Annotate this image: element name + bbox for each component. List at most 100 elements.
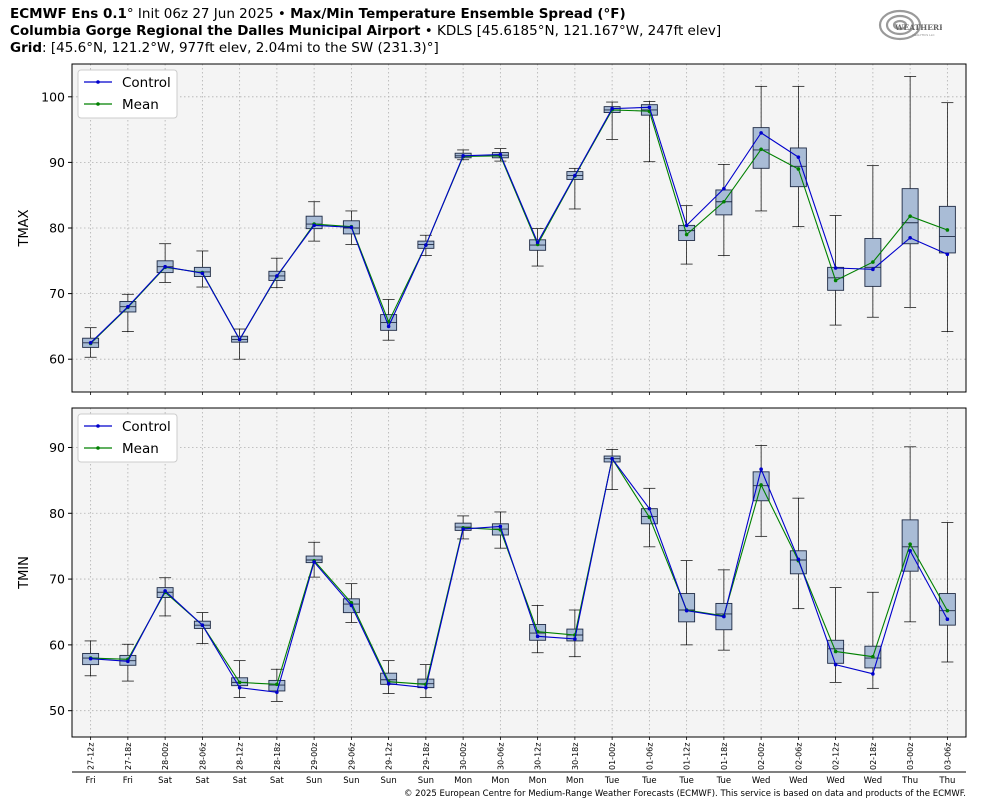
series-point-control bbox=[461, 154, 465, 158]
series-point-mean bbox=[647, 515, 652, 520]
series-point-control bbox=[945, 617, 950, 622]
series-point-mean bbox=[759, 147, 763, 152]
series-point-control bbox=[833, 266, 838, 270]
x-tick-label: 30-06z bbox=[496, 743, 505, 770]
x-day-label: Thu bbox=[938, 776, 955, 786]
series-point-control bbox=[610, 106, 614, 111]
legend: Control Mean bbox=[77, 413, 178, 463]
x-day-label: Sat bbox=[195, 776, 210, 786]
series-point-control bbox=[722, 186, 726, 191]
x-day-label: Sun bbox=[381, 776, 397, 786]
chart-panel-tmax: 60 70 80 90 100 TMAX Control Mean bbox=[17, 63, 967, 395]
legend-marker-control bbox=[96, 80, 100, 84]
model-degree: ° bbox=[126, 6, 134, 22]
x-tick-label: 02-18z bbox=[869, 743, 878, 770]
series-point-control bbox=[424, 243, 428, 247]
x-tick-label: 29-00z bbox=[310, 743, 319, 770]
series-point-control bbox=[610, 456, 614, 461]
series-point-mean bbox=[945, 608, 950, 613]
x-day-label: Wed bbox=[826, 776, 845, 786]
x-tick-label: 28-06z bbox=[198, 743, 207, 770]
series-point-control bbox=[759, 467, 763, 471]
y-tick-label: 70 bbox=[49, 286, 65, 301]
iqr-box bbox=[678, 593, 696, 623]
logo-text: WEATHERBELL bbox=[894, 23, 942, 32]
weatherbell-logo: WEATHERBELL ANALYTICS LLC bbox=[878, 9, 942, 41]
legend-label-control: Control bbox=[122, 419, 171, 435]
x-tick-label: 01-18z bbox=[720, 743, 729, 770]
series-point-control bbox=[535, 634, 540, 639]
x-tick-label: 29-06z bbox=[347, 743, 356, 770]
x-day-label: Sun bbox=[343, 776, 359, 786]
x-tick-label: 01-12z bbox=[683, 743, 692, 770]
series-point-mean bbox=[759, 483, 763, 487]
logo-subtext: ANALYTICS LLC bbox=[912, 33, 935, 37]
series-point-control bbox=[275, 274, 279, 278]
y-axis-label: TMAX bbox=[17, 209, 32, 247]
series-point-control bbox=[163, 589, 167, 593]
series-point-control bbox=[684, 608, 689, 613]
legend: Control Mean bbox=[77, 69, 178, 119]
station-line: Columbia Gorge Regional the Dalles Munic… bbox=[10, 23, 721, 40]
station-name: Columbia Gorge Regional the Dalles Munic… bbox=[10, 23, 421, 39]
x-tick-label: 03-00z bbox=[906, 743, 915, 770]
x-axis: 27-12z Fri 27-18z Fri 28-00z Sat 28-06z Sat 28-1… bbox=[72, 743, 966, 786]
grid-details: : [45.6°N, 121.2°W, 977ft elev, 2.04mi t… bbox=[42, 40, 439, 56]
x-day-label: Tue bbox=[716, 776, 732, 786]
series-point-mean bbox=[237, 680, 242, 685]
series-point-control bbox=[796, 557, 801, 562]
series-point-mean bbox=[871, 654, 875, 659]
series-point-control bbox=[275, 690, 279, 695]
x-tick-label: 27-18z bbox=[124, 743, 133, 770]
x-day-label: Fri bbox=[86, 776, 96, 786]
series-point-control bbox=[88, 341, 93, 345]
series-point-control bbox=[498, 524, 503, 529]
series-line-control bbox=[90, 106, 948, 344]
x-day-label: Mon bbox=[529, 776, 547, 786]
series-point-control bbox=[200, 271, 205, 276]
series-point-control bbox=[386, 681, 391, 686]
grid-line: Grid: [45.6°N, 121.2°W, 977ft elev, 2.04… bbox=[10, 40, 439, 57]
series-point-mean bbox=[722, 199, 726, 204]
series-point-control bbox=[573, 173, 577, 178]
series-point-mean bbox=[871, 260, 875, 264]
plot-frame bbox=[71, 407, 967, 738]
legend-label-mean: Mean bbox=[122, 97, 159, 113]
x-day-label: Mon bbox=[566, 776, 584, 786]
y-tick-label: 90 bbox=[49, 155, 65, 170]
y-tick-label: 70 bbox=[49, 572, 65, 587]
x-day-label: Fri bbox=[123, 776, 133, 786]
series-point-mean bbox=[833, 649, 838, 654]
x-day-label: Wed bbox=[752, 776, 771, 786]
x-tick-label: 28-12z bbox=[236, 743, 245, 770]
series-point-control bbox=[312, 560, 316, 564]
series-point-mean bbox=[796, 167, 801, 171]
x-day-label: Thu bbox=[901, 776, 918, 786]
x-day-label: Sat bbox=[270, 776, 285, 786]
y-axis-label: TMIN bbox=[17, 556, 32, 590]
x-tick-label: 01-00z bbox=[608, 743, 617, 770]
x-day-label: Tue bbox=[641, 776, 657, 786]
series-point-control bbox=[647, 506, 652, 511]
series-point-control bbox=[759, 131, 763, 135]
series-point-mean bbox=[833, 278, 838, 283]
x-day-label: Sat bbox=[233, 776, 248, 786]
series-point-mean bbox=[684, 232, 689, 237]
series-point-control bbox=[498, 152, 503, 157]
y-tick-label: 100 bbox=[41, 89, 65, 104]
series-point-control bbox=[684, 223, 689, 228]
plot-frame bbox=[71, 63, 967, 393]
series-point-control bbox=[386, 324, 391, 329]
series-point-control bbox=[722, 614, 726, 619]
y-tick-label: 80 bbox=[49, 506, 65, 521]
series-point-control bbox=[349, 225, 354, 230]
x-day-label: Tue bbox=[604, 776, 620, 786]
x-day-label: Sat bbox=[158, 776, 173, 786]
series-point-control bbox=[908, 236, 912, 240]
x-tick-label: 30-12z bbox=[534, 743, 543, 770]
x-tick-label: 01-06z bbox=[645, 743, 654, 770]
x-tick-label: 28-00z bbox=[161, 743, 170, 770]
series-point-mean bbox=[945, 228, 950, 232]
series-point-control bbox=[647, 105, 652, 110]
